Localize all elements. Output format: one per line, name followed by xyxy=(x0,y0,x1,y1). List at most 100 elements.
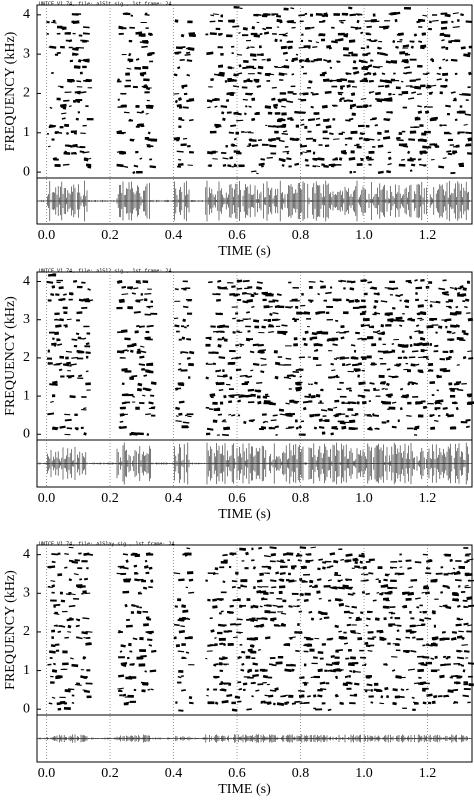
spectral-dash xyxy=(227,66,233,70)
spectral-dash xyxy=(46,280,54,284)
spectral-dash xyxy=(318,33,326,37)
spectral-dash xyxy=(53,624,58,627)
spectral-dash xyxy=(439,637,446,641)
x-tick-label: 1.0 xyxy=(355,228,373,243)
spectral-dash xyxy=(251,144,259,148)
spectral-dash xyxy=(76,682,81,686)
spectral-dash xyxy=(133,164,139,168)
spectral-dash xyxy=(221,111,225,115)
spectrogram-texture xyxy=(46,6,473,175)
spectral-dash xyxy=(441,39,445,42)
spectral-dash xyxy=(256,85,262,88)
spectral-dash xyxy=(131,292,136,295)
spectral-dash xyxy=(371,117,377,120)
spectral-dash xyxy=(346,84,351,88)
spectral-dash xyxy=(438,287,446,291)
spectral-dash xyxy=(442,407,448,410)
spectral-dash xyxy=(50,400,54,403)
spectral-dash xyxy=(339,421,346,425)
spectral-dash xyxy=(256,172,259,175)
spectral-dash xyxy=(392,669,396,672)
spectral-dash xyxy=(57,630,62,633)
spectral-dash xyxy=(343,33,349,38)
spectral-dash xyxy=(54,130,60,134)
spectral-dash xyxy=(145,413,151,416)
spectral-dash xyxy=(274,687,279,691)
spectral-dash xyxy=(367,650,373,652)
spectral-dash xyxy=(457,287,462,290)
spectral-dash xyxy=(75,332,80,336)
spectral-dash xyxy=(85,351,91,354)
spectral-dash xyxy=(420,278,425,282)
spectral-dash xyxy=(50,293,55,297)
spectral-dash xyxy=(367,125,370,128)
spectral-dash xyxy=(462,694,470,698)
spectral-dash xyxy=(120,644,126,648)
spectral-dash xyxy=(177,163,184,167)
spectral-dash xyxy=(218,388,224,392)
spectral-dash xyxy=(60,297,66,301)
spectral-dash xyxy=(73,152,77,155)
spectral-dash xyxy=(65,131,69,135)
spectral-dash xyxy=(369,104,372,107)
spectral-dash xyxy=(247,388,255,392)
spectral-dash xyxy=(65,593,71,596)
spectral-dash xyxy=(49,45,57,49)
spectral-dash xyxy=(73,573,79,576)
spectral-dash xyxy=(260,357,267,360)
spectral-dash xyxy=(418,40,423,43)
spectral-dash xyxy=(232,25,240,28)
spectral-dash xyxy=(222,164,227,167)
spectral-dash xyxy=(233,137,237,141)
spectral-dash xyxy=(235,623,242,626)
spectral-dash xyxy=(251,117,256,122)
spectral-dash xyxy=(262,421,266,424)
spectral-dash xyxy=(215,381,219,386)
spectral-dash xyxy=(347,593,354,596)
spectral-dash xyxy=(147,688,151,691)
spectral-dash xyxy=(308,280,316,283)
spectral-dash xyxy=(51,285,56,289)
spectral-dash xyxy=(380,584,387,588)
spectral-dash xyxy=(82,26,90,29)
spectral-dash xyxy=(216,298,221,302)
spectral-dash xyxy=(249,350,255,354)
spectral-dash xyxy=(446,605,452,610)
spectral-dash xyxy=(439,605,443,608)
spectral-dash xyxy=(136,324,140,328)
spectral-dash xyxy=(418,18,423,22)
spectral-dash xyxy=(252,673,260,678)
spectral-dash xyxy=(146,388,152,392)
spectral-dash xyxy=(278,408,285,412)
spectral-dash xyxy=(178,629,186,634)
spectral-dash xyxy=(338,38,344,42)
x-tick-label: 0.2 xyxy=(101,766,119,781)
spectral-dash xyxy=(407,317,413,321)
spectral-dash xyxy=(382,597,390,601)
spectral-dash xyxy=(71,663,79,668)
spectral-dash xyxy=(373,305,377,309)
spectral-dash xyxy=(47,145,51,148)
spectral-dash xyxy=(285,32,288,35)
spectral-dash xyxy=(247,648,253,652)
spectral-dash xyxy=(348,662,351,665)
spectral-dash xyxy=(370,59,373,62)
spectral-dash xyxy=(279,413,287,416)
spectral-dash xyxy=(210,77,214,82)
spectral-dash xyxy=(454,287,458,291)
spectral-dash xyxy=(460,13,464,17)
spectral-dash xyxy=(384,686,389,691)
spectral-dash xyxy=(451,20,454,24)
spectral-dash xyxy=(440,84,447,88)
spectral-dash xyxy=(415,363,420,366)
spectral-dash xyxy=(241,291,247,295)
spectral-dash xyxy=(341,131,346,134)
spectral-dash xyxy=(257,648,261,652)
spectral-dash xyxy=(376,292,380,296)
spectral-dash xyxy=(391,425,397,429)
spectral-dash xyxy=(344,402,351,405)
spectral-dash xyxy=(317,694,323,698)
spectral-dash xyxy=(361,66,369,71)
spectral-dash xyxy=(253,34,261,38)
spectral-dash xyxy=(455,381,462,384)
